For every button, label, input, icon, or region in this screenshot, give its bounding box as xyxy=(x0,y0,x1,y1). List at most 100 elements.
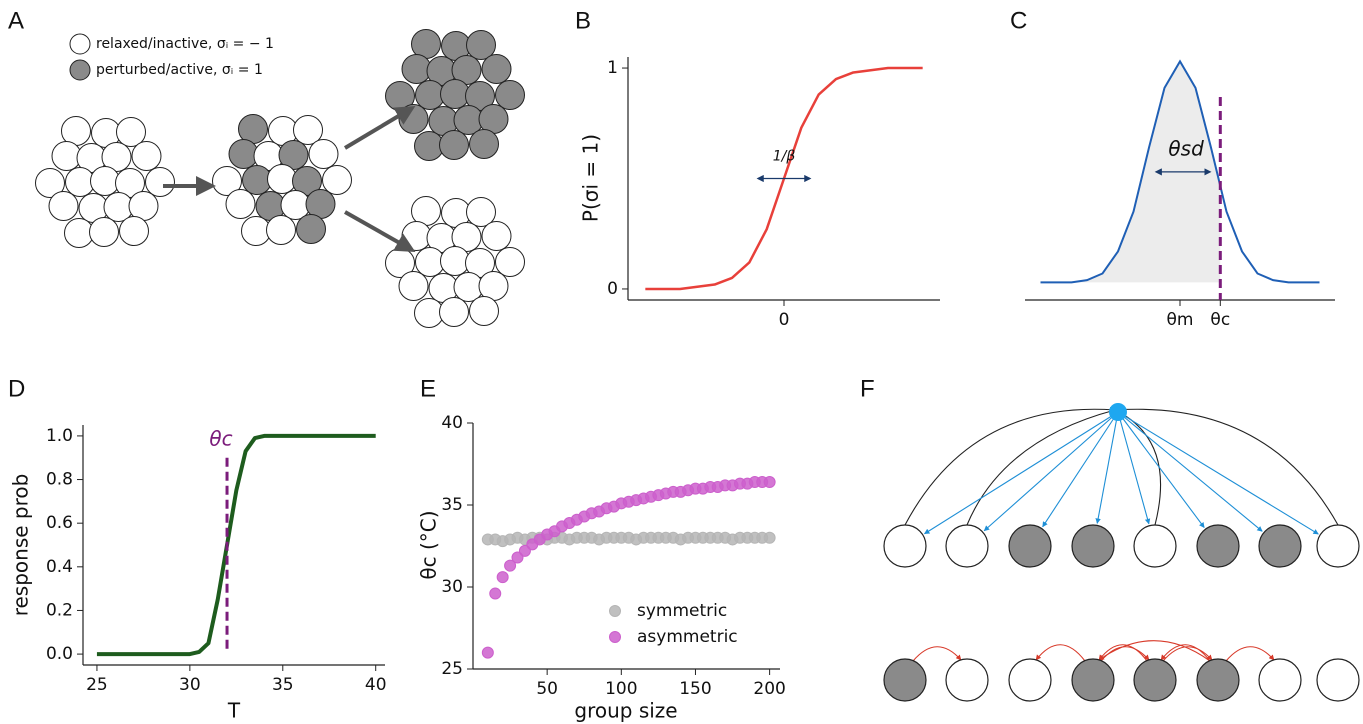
neighbor-arc xyxy=(1226,647,1274,661)
x-tick-label: 25 xyxy=(86,675,108,695)
point xyxy=(764,477,775,488)
panel-label: E xyxy=(420,375,436,402)
hub-node xyxy=(1109,403,1127,421)
y-tick-label: 0.4 xyxy=(46,557,73,577)
node xyxy=(1134,659,1176,701)
x-tick-label: θm xyxy=(1167,310,1194,330)
cell xyxy=(226,190,255,219)
annotation: θc xyxy=(209,426,232,450)
x-tick-label: 50 xyxy=(536,679,558,699)
signal-arrow xyxy=(1118,412,1204,528)
cell xyxy=(399,105,428,134)
legend-marker xyxy=(610,632,621,643)
x-tick-label: 200 xyxy=(753,679,785,699)
node xyxy=(1134,525,1176,567)
x-tick-label: 150 xyxy=(679,679,711,699)
cell xyxy=(399,272,428,301)
legend-label: asymmetric xyxy=(637,627,738,647)
node xyxy=(1072,525,1114,567)
x-tick-label: 0 xyxy=(779,310,790,330)
figure: A B C D E Frelaxed/inactive, σᵢ = − 1 perturbe… xyxy=(0,0,1363,724)
y-tick-label: 30 xyxy=(441,577,463,597)
cell xyxy=(132,142,161,171)
node xyxy=(1259,525,1301,567)
node xyxy=(946,525,988,567)
point xyxy=(482,647,493,658)
cell xyxy=(470,297,499,326)
signal-arrow xyxy=(1118,412,1149,524)
y-axis-label: response prob xyxy=(9,474,33,617)
x-axis-label: group size xyxy=(574,699,677,723)
signal-arrow xyxy=(924,412,1118,534)
y-axis-label: P(σi = 1) xyxy=(579,134,603,222)
node xyxy=(946,659,988,701)
node xyxy=(1009,659,1051,701)
panel-label: D xyxy=(8,375,25,402)
y-tick-label: 1.0 xyxy=(46,426,73,446)
x-tick-label: θc xyxy=(1210,310,1230,330)
y-tick-label: 25 xyxy=(441,659,463,679)
arrow xyxy=(345,212,412,250)
feedback-arc xyxy=(1115,409,1338,525)
y-tick-label: 35 xyxy=(441,495,463,515)
cell xyxy=(120,217,149,246)
y-tick-label: 0.8 xyxy=(46,470,73,490)
annotation: θsd xyxy=(1168,136,1204,160)
cell xyxy=(267,216,296,245)
legend-label: symmetric xyxy=(637,601,727,621)
point xyxy=(497,572,508,583)
cell xyxy=(49,192,78,221)
cell xyxy=(90,218,119,247)
page: A B C D E Frelaxed/inactive, σᵢ = − 1 perturbe… xyxy=(0,0,1363,724)
panel-label: B xyxy=(575,7,591,34)
legend-text: relaxed/inactive, σᵢ = − 1 xyxy=(96,36,274,52)
node xyxy=(1317,525,1359,567)
cell xyxy=(146,168,175,197)
cell xyxy=(482,222,511,251)
legend-circle xyxy=(70,34,90,54)
cell xyxy=(470,130,499,159)
y-tick-label: 0 xyxy=(607,279,618,299)
panel-label: C xyxy=(1010,7,1027,34)
x-tick-label: 40 xyxy=(365,675,387,695)
point xyxy=(764,532,775,543)
x-tick-label: 30 xyxy=(179,675,201,695)
legend-circle xyxy=(70,60,90,80)
panel-label: F xyxy=(860,375,875,402)
annotation: 1/β xyxy=(773,149,796,165)
x-tick-label: 35 xyxy=(272,675,294,695)
cell xyxy=(440,298,469,327)
legend-marker xyxy=(610,606,621,617)
cell xyxy=(323,166,352,195)
panel-label: A xyxy=(8,7,24,34)
node xyxy=(1317,659,1359,701)
node xyxy=(1072,659,1114,701)
y-tick-label: 0.0 xyxy=(46,644,73,664)
legend-text: perturbed/active, σᵢ = 1 xyxy=(96,62,263,78)
y-tick-label: 0.6 xyxy=(46,513,73,533)
neighbor-arc xyxy=(1036,645,1085,661)
cell xyxy=(440,131,469,160)
y-axis-label: θc (°C) xyxy=(417,510,441,579)
x-tick-label: 100 xyxy=(605,679,637,699)
cell xyxy=(482,55,511,84)
node xyxy=(1197,659,1239,701)
neighbor-arc xyxy=(913,647,961,661)
node xyxy=(1009,525,1051,567)
line xyxy=(97,436,376,654)
y-tick-label: 1 xyxy=(607,58,618,78)
point xyxy=(490,588,501,599)
node xyxy=(884,659,926,701)
cell xyxy=(496,81,525,110)
node xyxy=(884,525,926,567)
cell xyxy=(309,140,338,169)
cell xyxy=(297,215,326,244)
x-axis-label: T xyxy=(227,699,241,723)
cell xyxy=(496,248,525,277)
y-tick-label: 40 xyxy=(441,413,463,433)
neighbor-arc xyxy=(1099,641,1210,661)
signal-arrow xyxy=(1118,412,1318,534)
node xyxy=(1259,659,1301,701)
y-tick-label: 0.2 xyxy=(46,600,73,620)
node xyxy=(1197,525,1239,567)
